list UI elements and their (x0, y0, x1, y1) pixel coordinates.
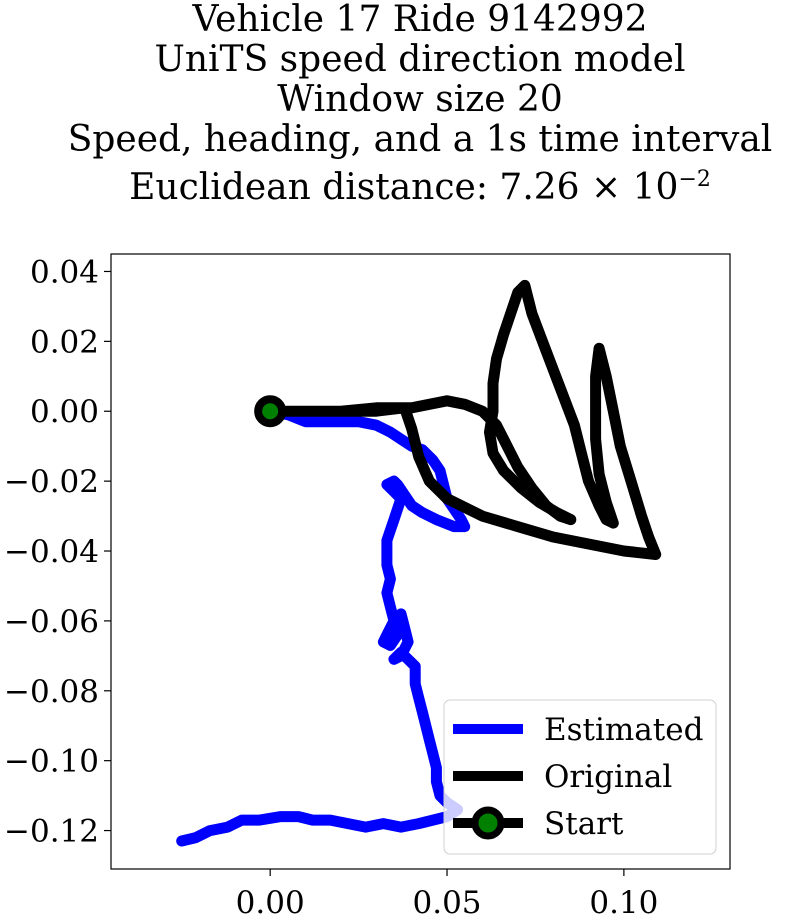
y-tick-label: −0.10 (4, 744, 99, 780)
y-tick-label: −0.08 (4, 674, 99, 710)
legend: Estimated Original Start (443, 699, 717, 855)
plot-frame (110, 253, 731, 870)
title-line-1: Vehicle 17 Ride 9142992 (192, 0, 648, 40)
title-line-4: Speed, heading, and a 1s time interval (67, 119, 773, 160)
legend-original-label: Original (544, 759, 672, 795)
y-tick-label: −0.04 (4, 534, 99, 570)
chart-title: Vehicle 17 Ride 9142992 UniTS speed dire… (0, 0, 795, 208)
x-tick-label: 0.05 (413, 885, 482, 916)
title-line-3: Window size 20 (277, 79, 563, 120)
legend-frame (443, 699, 717, 855)
y-tick-label: −0.12 (4, 814, 99, 850)
x-tick-label: 0.00 (236, 885, 305, 916)
x-tick-label: 0.10 (589, 885, 658, 916)
y-axis: 0.04 0.02 0.00 −0.02 −0.04 −0.06 −0.08 −0.10 −0.… (4, 254, 111, 850)
y-tick-label: 0.00 (30, 394, 99, 430)
title-line-5-text: Euclidean distance: 7.26 × 10 (129, 167, 679, 208)
title-line-5: Euclidean distance: 7.26 × 10−2 (0, 160, 795, 208)
series-original-line (264, 279, 662, 560)
legend-estimated-label: Estimated (544, 712, 703, 748)
y-tick-label: −0.06 (4, 604, 99, 640)
legend-start-label: Start (544, 806, 624, 842)
y-tick-label: −0.02 (4, 464, 99, 500)
legend-start-marker (471, 806, 505, 840)
series-layer (176, 279, 662, 847)
series-estimated-line (176, 405, 471, 847)
x-axis: 0.00 0.05 0.10 (236, 869, 658, 916)
start-marker (254, 395, 287, 428)
title-line-5-exponent: −2 (678, 167, 711, 192)
title-line-2: UniTS speed direction model (154, 39, 686, 80)
y-tick-label: 0.02 (30, 324, 99, 360)
y-tick-label: 0.04 (30, 254, 99, 290)
